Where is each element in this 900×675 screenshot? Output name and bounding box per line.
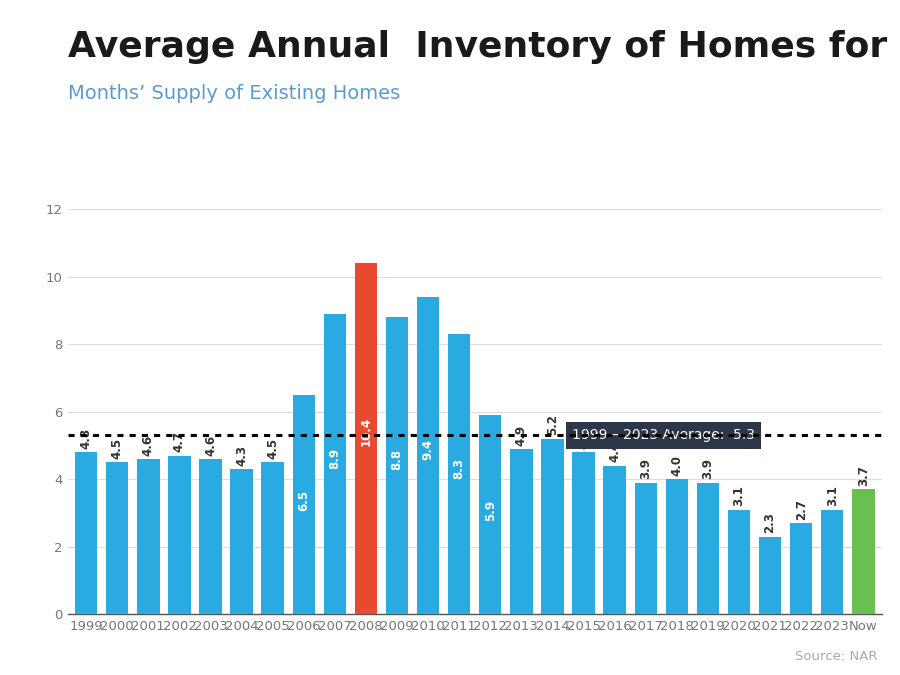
Text: 5.2: 5.2 [546,414,559,435]
Bar [790,523,813,614]
Bar [510,449,533,614]
Text: Source: NAR: Source: NAR [795,650,878,663]
Text: 3.1: 3.1 [826,485,839,506]
Bar [448,334,471,614]
Bar [697,483,719,614]
Bar [75,452,97,614]
Bar [262,462,284,614]
Text: 6.5: 6.5 [297,489,310,511]
Bar [168,456,191,614]
Bar [199,459,221,614]
Bar [479,415,501,614]
Bar [852,489,875,614]
Text: 4.4: 4.4 [608,441,621,462]
Text: 3.9: 3.9 [639,458,652,479]
Text: 4.3: 4.3 [235,445,248,466]
Text: 5.9: 5.9 [484,500,497,521]
Text: 3.7: 3.7 [857,465,869,486]
Bar [355,263,377,614]
Bar [572,452,595,614]
Text: 4.8: 4.8 [80,428,93,449]
Bar [417,297,439,614]
Text: 8.3: 8.3 [453,458,465,479]
Text: 9.4: 9.4 [421,439,435,460]
Bar [137,459,159,614]
Text: 4.9: 4.9 [515,425,528,446]
Bar [759,537,781,614]
Text: 1999 – 2023 Average:  5.3: 1999 – 2023 Average: 5.3 [572,429,755,442]
Text: 2.7: 2.7 [795,499,807,520]
Text: 3.9: 3.9 [701,458,715,479]
Text: 3.1: 3.1 [733,485,745,506]
Bar [604,466,626,614]
Bar [324,314,346,614]
Text: 4.0: 4.0 [670,455,683,476]
Text: 8.8: 8.8 [391,450,403,470]
Text: 2.3: 2.3 [763,512,777,533]
Bar [666,479,688,614]
Bar [106,462,129,614]
Bar [821,510,843,614]
Bar [292,395,315,614]
Bar [728,510,751,614]
Bar [541,439,563,614]
Text: 8.9: 8.9 [328,448,341,468]
Bar [230,469,253,614]
Text: 4.7: 4.7 [173,431,186,452]
Text: 10.4: 10.4 [359,417,373,446]
Text: Months’ Supply of Existing Homes: Months’ Supply of Existing Homes [68,84,400,103]
Bar [386,317,409,614]
Text: 4.8: 4.8 [577,428,590,449]
Text: 4.6: 4.6 [142,435,155,456]
Text: 4.6: 4.6 [204,435,217,456]
Bar [634,483,657,614]
Text: Average Annual  Inventory of Homes for Sale: Average Annual Inventory of Homes for Sa… [68,30,900,64]
Text: 4.5: 4.5 [111,438,123,459]
Text: 4.5: 4.5 [266,438,279,459]
